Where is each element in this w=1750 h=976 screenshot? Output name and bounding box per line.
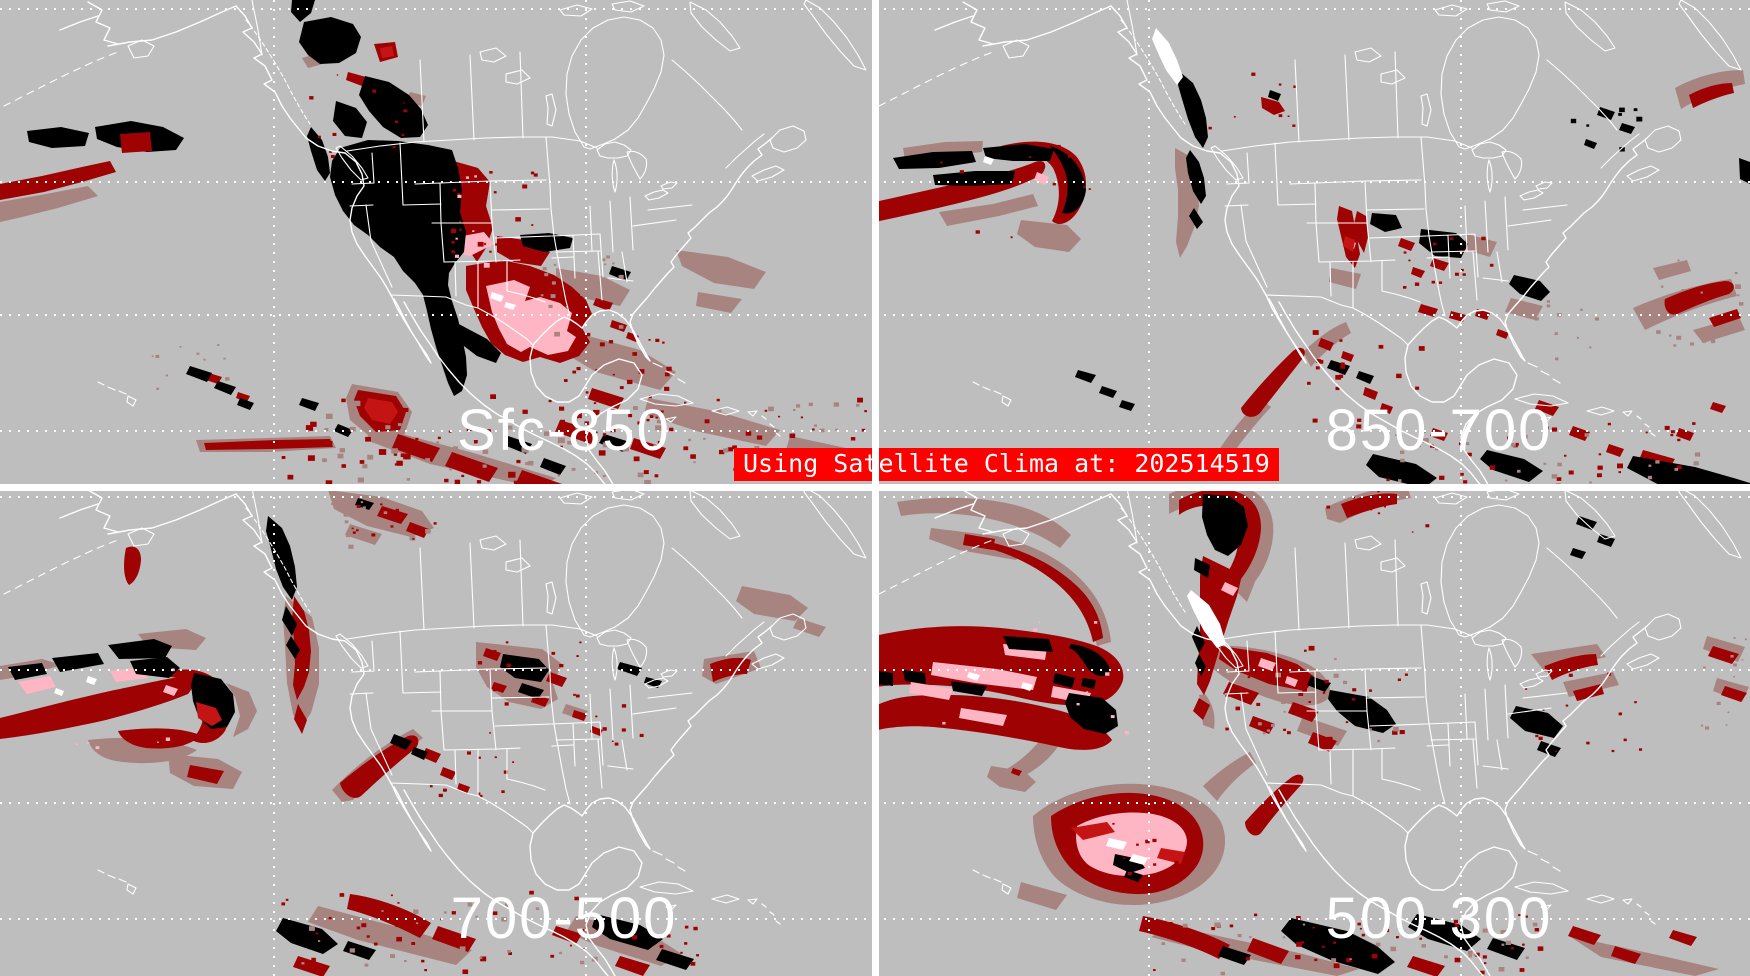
panel-divider-horizontal (0, 484, 1750, 491)
cloud-layer-black (8, 498, 694, 970)
panel-label-850-700: 850-700 (1326, 398, 1553, 463)
panel-background (875, 0, 1750, 488)
cloud-layer-black (876, 494, 1615, 974)
cloud-layer-accents (54, 676, 222, 726)
cloud-layer-accents (967, 590, 1226, 865)
cloud-speckles (942, 490, 1748, 976)
panel-700-500: 700-500 (0, 488, 875, 976)
cloud-layer-accents (983, 28, 1355, 252)
cloud-layer-black (893, 72, 1750, 488)
status-banner-text: Using Satellite Clima at: 202514519 (743, 449, 1270, 478)
panel-500-300: 500-300 (875, 488, 1750, 976)
panel-label-700-500: 700-500 (451, 886, 678, 951)
status-banner: Using Satellite Clima at: 202514519 (734, 448, 1279, 481)
panel-sfc-850: Sfc-850 (0, 0, 875, 488)
panel-label-sfc-850: Sfc-850 (457, 398, 671, 463)
panel-850-700: 850-700 (875, 0, 1750, 488)
cloud-layer-accents (120, 46, 516, 424)
panel-label-500-300: 500-300 (1326, 886, 1553, 951)
cloud-speckles (24, 501, 699, 974)
cloud-layer-dark-red (0, 506, 751, 976)
